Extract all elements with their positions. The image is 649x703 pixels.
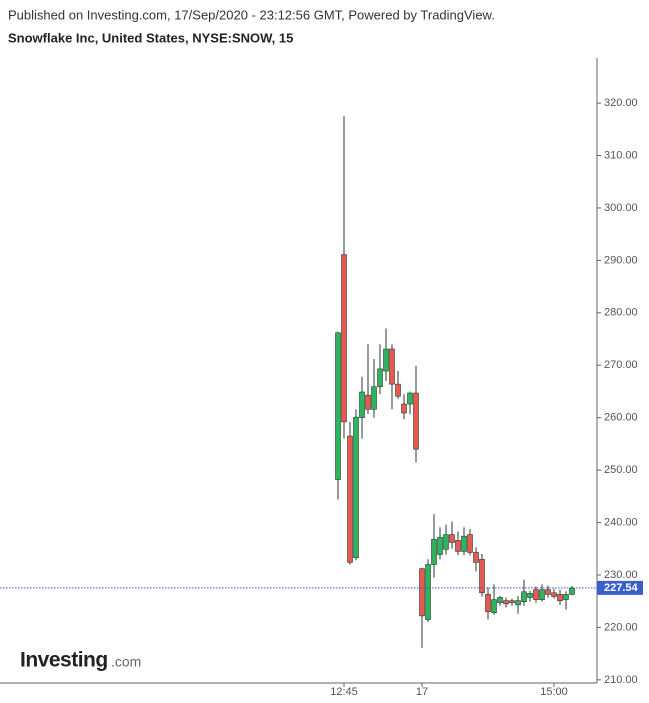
y-tick-label: 260.00 [604, 412, 638, 424]
candle-body [503, 600, 509, 605]
y-tick-label: 300.00 [604, 202, 638, 214]
candle-body [359, 391, 365, 418]
candle-body [521, 591, 527, 603]
candle-body [377, 368, 383, 388]
y-tick-label: 310.00 [604, 149, 638, 161]
candle-body [371, 386, 377, 410]
logo-suffix: .com [111, 654, 141, 670]
published-line: Published on Investing.com, 17/Sep/2020 … [8, 7, 495, 22]
x-tick-label: 15:00 [540, 686, 568, 698]
candle-body [563, 594, 569, 600]
y-tick-label: 250.00 [604, 464, 638, 476]
candle-body [509, 600, 515, 604]
candle-body [539, 589, 545, 600]
candle-body [461, 535, 467, 552]
candle-body [437, 536, 443, 555]
candle-body [419, 568, 425, 617]
candle-body [527, 593, 533, 598]
candle-body [449, 534, 455, 543]
candle-body [533, 589, 539, 600]
candle-body [473, 552, 479, 563]
candle-body [341, 254, 347, 423]
candle-body [389, 348, 395, 385]
candle-body [557, 594, 563, 601]
candle-body [569, 587, 575, 595]
candle-body [335, 332, 341, 480]
candle-body [497, 597, 503, 604]
y-tick-label: 210.00 [604, 674, 638, 686]
candle-body [401, 403, 407, 414]
candle-body [395, 383, 401, 397]
symbol-title: Snowflake Inc, United States, NYSE:SNOW,… [8, 30, 293, 45]
candle-body [365, 394, 371, 410]
candle-body [491, 599, 497, 614]
candle-body [425, 564, 431, 620]
candle-body [383, 348, 389, 372]
candle-body [455, 540, 461, 552]
x-tick-label: 12:45 [330, 686, 358, 698]
candle-body [467, 534, 473, 553]
candle-body [413, 392, 419, 450]
y-tick-label: 230.00 [604, 569, 638, 581]
candle-body [407, 392, 413, 405]
candle-body [551, 592, 557, 597]
x-tick-label: 17 [416, 686, 428, 698]
candle-body [431, 539, 437, 565]
last-price-label: 227.54 [604, 582, 639, 594]
y-tick-label: 320.00 [604, 97, 638, 109]
candle-body [515, 600, 521, 606]
y-tick-label: 270.00 [604, 359, 638, 371]
y-tick-label: 290.00 [604, 254, 638, 266]
candle-body [545, 589, 551, 595]
candle-body [479, 558, 485, 594]
candle-body [347, 435, 353, 563]
y-tick-label: 240.00 [604, 516, 638, 528]
logo-brand: Investing [20, 649, 108, 672]
y-tick-label: 280.00 [604, 307, 638, 319]
candle-body [443, 534, 449, 550]
y-tick-label: 220.00 [604, 621, 638, 633]
candle-body [485, 594, 491, 612]
candle-body [353, 416, 359, 558]
last-price-box [597, 580, 643, 595]
